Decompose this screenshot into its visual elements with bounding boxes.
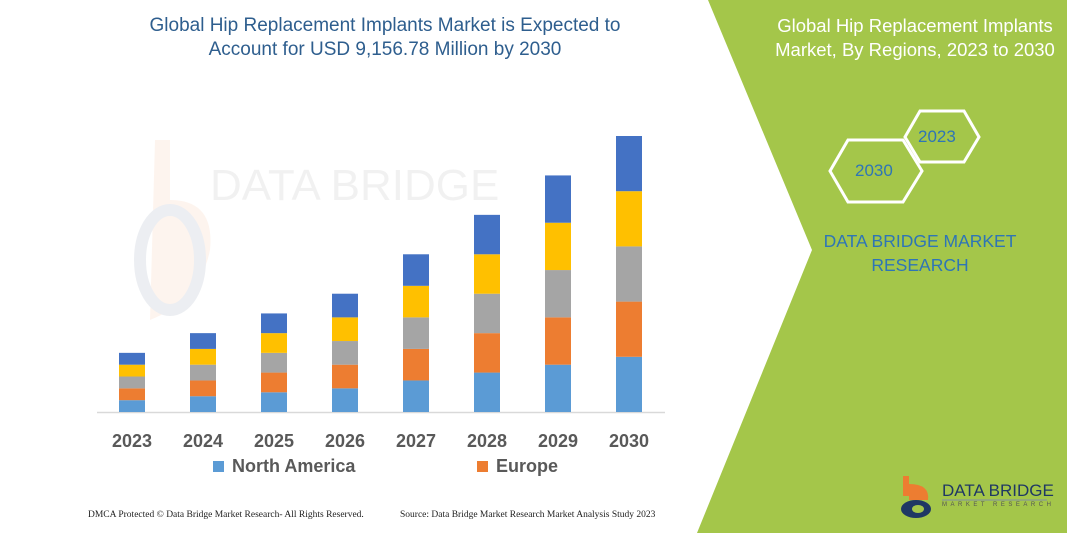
bar-segment-2023-series-2 <box>119 376 145 389</box>
bar-segment-2030-series-1 <box>616 301 642 357</box>
bar-segment-2027-series-1 <box>403 348 429 381</box>
bar-segment-2023-series-3 <box>119 364 145 377</box>
bar-segment-2027-series-3 <box>403 285 429 318</box>
legend-label: Europe <box>496 456 559 476</box>
logo-subtext: MARKET RESEARCH <box>942 502 1055 508</box>
bar-segment-2028-series-1 <box>474 333 500 373</box>
bar-segment-2026-series-3 <box>332 317 358 342</box>
bar-segment-2029-series-3 <box>545 222 571 271</box>
panel-title: Global Hip Replacement Implants Market, … <box>775 15 1055 60</box>
bar-segment-2029-series-2 <box>545 270 571 318</box>
legend-item-north-america: North America <box>213 456 355 477</box>
footer-copyright: DMCA Protected © Data Bridge Market Rese… <box>88 510 364 520</box>
bar-segment-2026-series-0 <box>332 388 358 412</box>
bar-segment-2024-series-4 <box>190 333 216 349</box>
bar-segment-2027-series-4 <box>403 254 429 286</box>
bar-segment-2025-series-1 <box>261 372 287 393</box>
bar-segment-2028-series-3 <box>474 254 500 294</box>
bar-segment-2024-series-1 <box>190 380 216 397</box>
stacked-bar-chart: 2023 2024 2025 2026 2027 2028 2029 2030 <box>97 136 665 451</box>
x-tick-label: 2030 <box>609 431 649 451</box>
brand-text: DATA BRIDGE MARKET RESEARCH <box>823 231 1017 275</box>
bar-segment-2024-series-3 <box>190 348 216 365</box>
chart-title: Global Hip Replacement Implants Market i… <box>149 15 621 60</box>
watermark-text: DATA BRIDGE <box>210 161 499 210</box>
x-tick-label: 2024 <box>183 431 223 451</box>
bar-segment-2026-series-2 <box>332 341 358 365</box>
bar-segment-2029-series-4 <box>545 175 571 223</box>
hexagon-2030 <box>828 138 924 204</box>
legend-swatch <box>213 461 224 472</box>
bar-segment-2027-series-0 <box>403 380 429 412</box>
legend-label: North America <box>232 456 356 476</box>
bar-segment-2025-series-2 <box>261 352 287 373</box>
bar-segment-2025-series-4 <box>261 313 287 334</box>
bar-segment-2030-series-4 <box>616 136 642 192</box>
bar-segment-2028-series-2 <box>474 293 500 334</box>
x-tick-label: 2026 <box>325 431 365 451</box>
bar-segment-2026-series-4 <box>332 293 358 318</box>
bar-segment-2026-series-1 <box>332 364 358 389</box>
bar-segment-2024-series-2 <box>190 364 216 381</box>
legend-swatch <box>477 461 488 472</box>
hex-label-2030: 2030 <box>855 161 893 180</box>
green-panel <box>697 0 1067 533</box>
x-tick-label: 2027 <box>396 431 436 451</box>
legend-item-europe: Europe <box>477 456 558 477</box>
bar-segment-2025-series-0 <box>261 392 287 412</box>
logo-icon <box>901 476 931 518</box>
bar-segment-2023-series-4 <box>119 352 145 365</box>
bar-segment-2029-series-1 <box>545 317 571 365</box>
bar-segment-2024-series-0 <box>190 396 216 412</box>
bar-segment-2027-series-2 <box>403 317 429 349</box>
watermark-logo <box>134 140 211 320</box>
x-tick-label: 2028 <box>467 431 507 451</box>
x-tick-label: 2029 <box>538 431 578 451</box>
bar-segment-2030-series-2 <box>616 246 642 302</box>
bar-segment-2025-series-3 <box>261 333 287 353</box>
bar-segment-2030-series-3 <box>616 191 642 247</box>
bar-segment-2023-series-0 <box>119 400 145 412</box>
x-tick-label: 2025 <box>254 431 294 451</box>
logo-text: DATA BRIDGE <box>942 481 1054 500</box>
bar-segment-2030-series-0 <box>616 356 642 412</box>
bar-segment-2023-series-1 <box>119 388 145 401</box>
bar-segment-2028-series-4 <box>474 214 500 255</box>
x-tick-label: 2023 <box>112 431 152 451</box>
footer-source: Source: Data Bridge Market Research Mark… <box>400 510 656 520</box>
bar-segment-2028-series-0 <box>474 372 500 412</box>
bar-segment-2029-series-0 <box>545 364 571 412</box>
hexagon-2023 <box>903 109 981 164</box>
hex-label-2023: 2023 <box>918 127 956 146</box>
